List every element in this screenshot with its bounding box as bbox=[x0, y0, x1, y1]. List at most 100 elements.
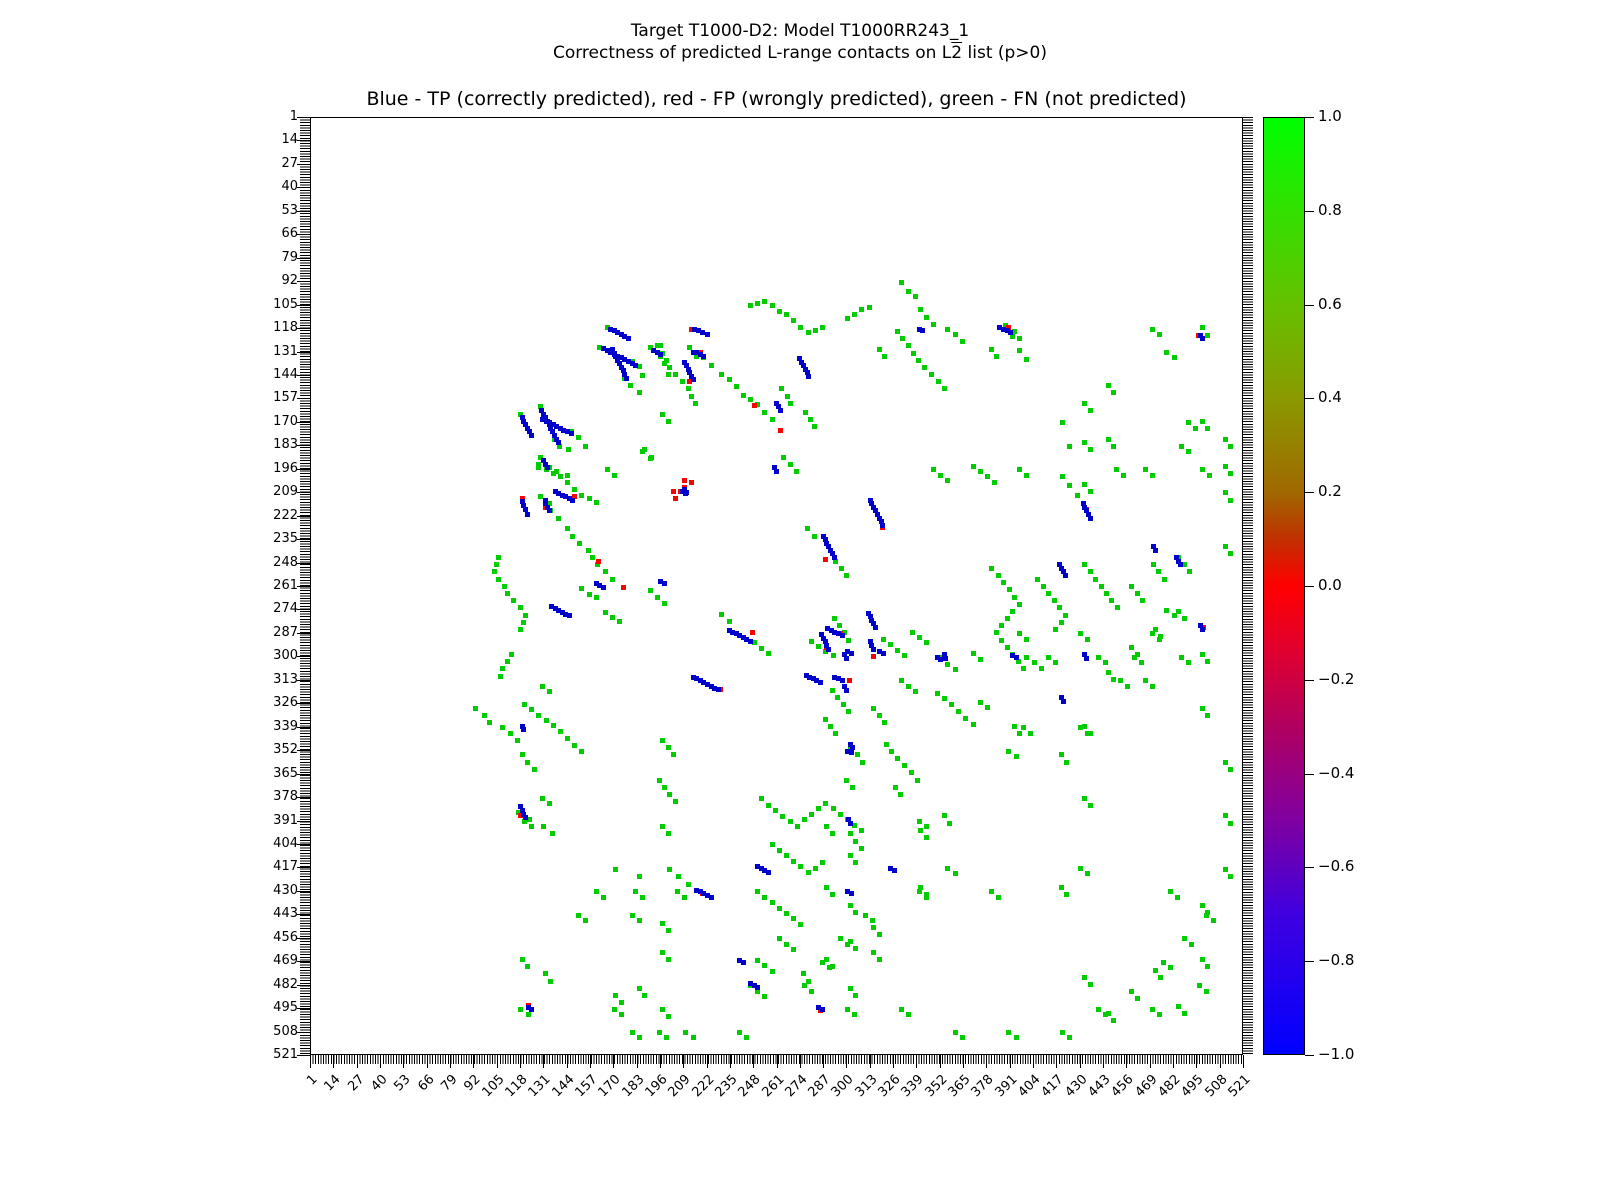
contact-cell bbox=[1017, 730, 1023, 736]
contact-cell bbox=[1182, 936, 1188, 942]
contact-cell bbox=[539, 416, 545, 422]
contact-cell bbox=[847, 852, 853, 858]
contact-cell bbox=[557, 728, 563, 734]
contact-cell bbox=[819, 324, 825, 330]
contact-cell bbox=[831, 555, 837, 561]
colorbar-tick-label: −1.0 bbox=[1318, 1045, 1355, 1063]
contact-cell bbox=[626, 335, 632, 341]
contact-cell bbox=[755, 988, 761, 994]
contact-cell bbox=[611, 472, 617, 478]
contact-cell bbox=[818, 632, 824, 638]
contact-cell bbox=[1178, 654, 1184, 660]
contact-cell bbox=[1152, 547, 1158, 553]
y-axis-tick-label: 157 bbox=[273, 390, 298, 406]
contact-cell bbox=[1210, 918, 1216, 924]
contact-cell bbox=[543, 497, 548, 503]
contact-cell bbox=[888, 642, 894, 648]
contact-cell bbox=[1158, 634, 1164, 640]
contact-cell bbox=[694, 353, 700, 359]
contact-cell bbox=[867, 639, 873, 645]
contact-cell bbox=[952, 871, 958, 877]
contact-cell bbox=[901, 763, 907, 769]
contact-cell bbox=[830, 653, 836, 659]
contact-cell bbox=[701, 353, 707, 359]
colorbar-tick-label: 0.2 bbox=[1318, 482, 1342, 501]
contact-cell bbox=[701, 680, 707, 686]
y-axis-tick-label: 144 bbox=[273, 366, 298, 382]
contact-cell bbox=[537, 494, 543, 500]
contact-cell bbox=[829, 831, 835, 837]
contact-cell bbox=[797, 355, 803, 361]
contact-cell bbox=[830, 806, 836, 812]
contact-cell bbox=[690, 377, 696, 383]
contact-cell bbox=[559, 492, 565, 498]
contact-cell bbox=[642, 447, 648, 453]
contact-cell bbox=[519, 723, 525, 729]
contact-cell bbox=[636, 390, 642, 396]
contact-cell bbox=[1024, 654, 1030, 660]
contact-cell bbox=[629, 912, 635, 918]
contact-cell bbox=[837, 936, 843, 942]
contact-cell bbox=[882, 720, 888, 726]
y-axis-tick-label: 170 bbox=[273, 413, 298, 429]
y-axis-major-tick bbox=[297, 726, 310, 728]
contact-cell bbox=[1109, 598, 1115, 604]
contact-cell bbox=[751, 640, 757, 646]
contact-cell bbox=[918, 827, 924, 833]
contact-cell bbox=[1057, 605, 1063, 611]
contact-cell bbox=[860, 759, 866, 765]
contact-cell bbox=[844, 573, 850, 579]
contact-cell bbox=[1111, 443, 1117, 449]
contact-cell bbox=[1008, 330, 1014, 336]
y-axis-major-tick bbox=[297, 632, 310, 634]
contact-cell bbox=[832, 674, 838, 680]
contact-cell bbox=[539, 407, 545, 413]
contact-cell bbox=[656, 777, 662, 783]
contact-cell bbox=[697, 351, 703, 357]
y-axis-major-tick bbox=[297, 867, 310, 869]
contact-cell bbox=[783, 910, 789, 916]
contact-cell bbox=[554, 423, 560, 429]
contact-cell bbox=[988, 346, 994, 352]
contact-cell bbox=[1031, 660, 1037, 666]
contact-cell bbox=[869, 617, 875, 623]
contact-cell bbox=[1082, 504, 1088, 510]
contact-cell bbox=[853, 910, 859, 916]
contact-cell bbox=[525, 1012, 531, 1017]
contact-cell bbox=[791, 317, 797, 323]
y-axis-tick-label: 326 bbox=[273, 695, 298, 711]
contact-cell bbox=[828, 627, 834, 633]
contact-cell bbox=[737, 957, 743, 963]
x-axis-major-tick bbox=[1149, 1055, 1151, 1068]
contact-cell bbox=[685, 366, 691, 372]
contact-cell bbox=[667, 791, 673, 797]
contact-cell bbox=[773, 400, 779, 406]
contact-cell bbox=[647, 588, 653, 594]
x-axis-major-tick bbox=[1126, 1055, 1128, 1068]
x-axis-major-tick bbox=[589, 1055, 591, 1068]
contact-cell bbox=[1001, 326, 1007, 332]
contact-map-plot[interactable] bbox=[310, 117, 1243, 1055]
contact-cell bbox=[672, 799, 678, 805]
contact-cell bbox=[564, 472, 570, 478]
contact-cell bbox=[1111, 1017, 1117, 1023]
contact-cell bbox=[1171, 613, 1177, 619]
contact-cell bbox=[1149, 326, 1155, 332]
contact-cell bbox=[762, 299, 768, 305]
y-axis-tick-label: 404 bbox=[273, 835, 298, 851]
contact-cell bbox=[593, 580, 599, 586]
contact-cell bbox=[801, 983, 807, 989]
colorbar-tick bbox=[1305, 398, 1314, 400]
y-axis-tick-label: 508 bbox=[273, 1023, 298, 1039]
colorbar[interactable] bbox=[1263, 117, 1305, 1055]
contact-cell bbox=[1058, 752, 1064, 758]
contact-cell bbox=[952, 331, 958, 337]
contact-cell bbox=[1103, 660, 1109, 666]
contact-cell bbox=[583, 443, 589, 449]
contact-cell bbox=[663, 357, 669, 363]
contact-cell bbox=[519, 495, 525, 501]
contact-cell bbox=[1142, 467, 1148, 473]
contact-cell bbox=[1228, 497, 1234, 503]
contact-cell bbox=[833, 558, 839, 564]
y-axis-tick-label: 352 bbox=[273, 742, 298, 758]
